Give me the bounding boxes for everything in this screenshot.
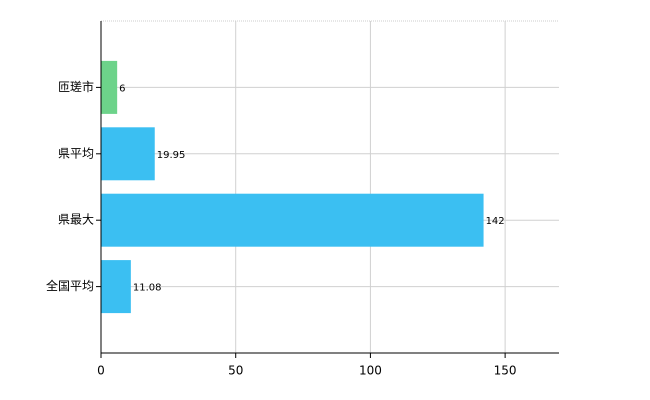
value-label: 6 <box>119 83 125 94</box>
bar <box>101 193 484 247</box>
x-tick-label: 100 <box>359 364 382 378</box>
bar <box>101 127 155 181</box>
y-tick-label: 県平均 <box>58 146 94 160</box>
value-label: 19.95 <box>157 150 186 161</box>
value-label: 11.08 <box>133 283 162 294</box>
y-tick-label: 匝瑳市 <box>58 79 94 94</box>
y-tick-label: 県最大 <box>58 213 94 227</box>
value-label: 142 <box>486 216 505 227</box>
x-tick-label: 50 <box>228 364 243 378</box>
y-tick-label: 全国平均 <box>46 278 94 293</box>
x-tick-label: 150 <box>494 364 517 378</box>
x-tick-label: 0 <box>97 364 105 378</box>
bar <box>101 60 118 114</box>
bar <box>101 260 131 314</box>
